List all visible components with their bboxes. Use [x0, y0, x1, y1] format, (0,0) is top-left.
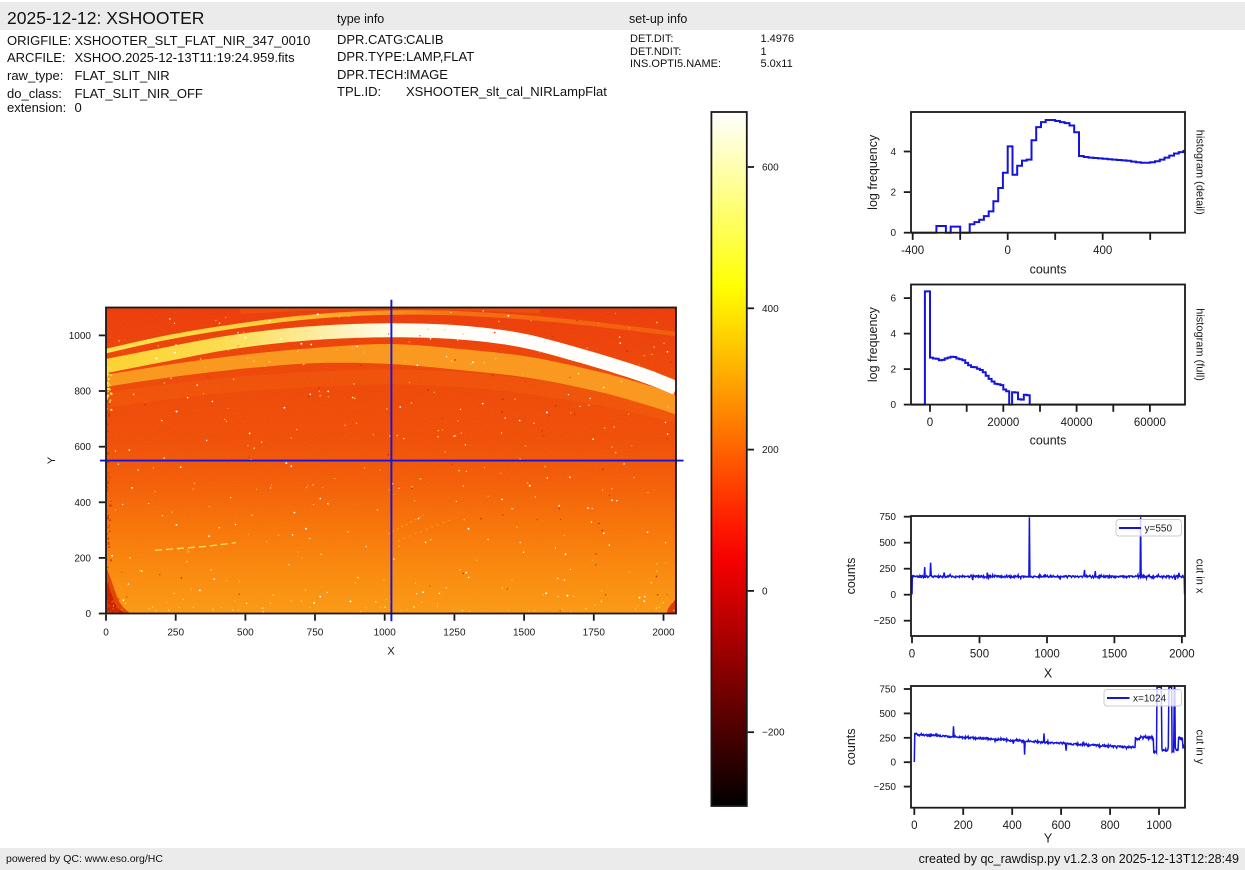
svg-text:counts: counts	[1030, 433, 1067, 447]
svg-text:600: 600	[74, 442, 91, 453]
svg-text:histogram (detail): histogram (detail)	[1194, 130, 1206, 215]
svg-text:Y: Y	[1044, 832, 1053, 846]
svg-text:counts: counts	[844, 558, 858, 595]
svg-text:counts: counts	[844, 728, 858, 765]
svg-text:1000: 1000	[1146, 820, 1172, 832]
svg-text:40000: 40000	[1061, 417, 1093, 429]
svg-text:0: 0	[1004, 245, 1010, 257]
svg-text:1750: 1750	[583, 628, 606, 639]
svg-text:0: 0	[911, 820, 917, 832]
svg-text:histogram (full): histogram (full)	[1194, 308, 1206, 381]
svg-text:800: 800	[74, 387, 91, 398]
svg-text:0: 0	[890, 590, 896, 601]
svg-text:20000: 20000	[987, 417, 1019, 429]
svg-text:X: X	[387, 646, 395, 658]
svg-text:400: 400	[1003, 820, 1022, 832]
svg-text:2: 2	[890, 365, 896, 376]
svg-text:cut in x: cut in x	[1194, 559, 1206, 594]
svg-text:log frequency: log frequency	[866, 134, 880, 210]
svg-text:-400: -400	[901, 245, 924, 257]
svg-text:200: 200	[762, 445, 779, 456]
svg-text:600: 600	[762, 163, 779, 174]
svg-text:400: 400	[74, 498, 91, 509]
svg-text:400: 400	[762, 304, 779, 315]
svg-text:500: 500	[970, 649, 989, 661]
svg-text:X: X	[1044, 667, 1053, 681]
svg-text:1250: 1250	[443, 628, 466, 639]
svg-text:6: 6	[890, 294, 896, 305]
svg-text:250: 250	[879, 733, 896, 744]
svg-text:0: 0	[85, 609, 91, 620]
svg-text:y=550: y=550	[1145, 524, 1173, 535]
svg-text:0: 0	[890, 758, 896, 769]
svg-text:600: 600	[1052, 820, 1071, 832]
svg-text:250: 250	[167, 628, 184, 639]
svg-text:60000: 60000	[1134, 417, 1166, 429]
svg-text:750: 750	[307, 628, 324, 639]
svg-text:0: 0	[890, 228, 896, 239]
svg-text:log frequency: log frequency	[866, 306, 880, 382]
svg-text:cut in y: cut in y	[1194, 729, 1206, 764]
svg-text:1000: 1000	[1034, 649, 1060, 661]
svg-text:−200: −200	[762, 728, 785, 739]
svg-text:0: 0	[909, 649, 915, 661]
svg-text:1500: 1500	[1102, 649, 1128, 661]
svg-text:0: 0	[762, 586, 768, 597]
svg-text:counts: counts	[1030, 263, 1067, 277]
svg-text:200: 200	[74, 553, 91, 564]
svg-text:200: 200	[954, 820, 973, 832]
svg-text:2: 2	[890, 188, 896, 199]
svg-text:0: 0	[927, 417, 933, 429]
svg-text:1500: 1500	[513, 628, 536, 639]
svg-text:Y: Y	[46, 456, 58, 464]
svg-text:−250: −250	[873, 782, 896, 793]
svg-text:800: 800	[1101, 820, 1120, 832]
svg-text:4: 4	[890, 329, 896, 340]
svg-text:750: 750	[879, 685, 896, 696]
svg-text:500: 500	[879, 709, 896, 720]
svg-text:400: 400	[1093, 245, 1112, 257]
svg-text:2000: 2000	[652, 628, 675, 639]
svg-text:x=1024: x=1024	[1133, 694, 1167, 705]
svg-text:−250: −250	[873, 616, 896, 627]
svg-text:500: 500	[237, 628, 254, 639]
svg-text:500: 500	[879, 538, 896, 549]
svg-text:0: 0	[103, 628, 109, 639]
svg-text:750: 750	[879, 512, 896, 523]
svg-text:1000: 1000	[69, 331, 92, 342]
svg-text:250: 250	[879, 564, 896, 575]
svg-text:0: 0	[890, 400, 896, 411]
svg-text:2000: 2000	[1169, 649, 1195, 661]
svg-text:1000: 1000	[374, 628, 397, 639]
svg-text:4: 4	[890, 147, 896, 158]
